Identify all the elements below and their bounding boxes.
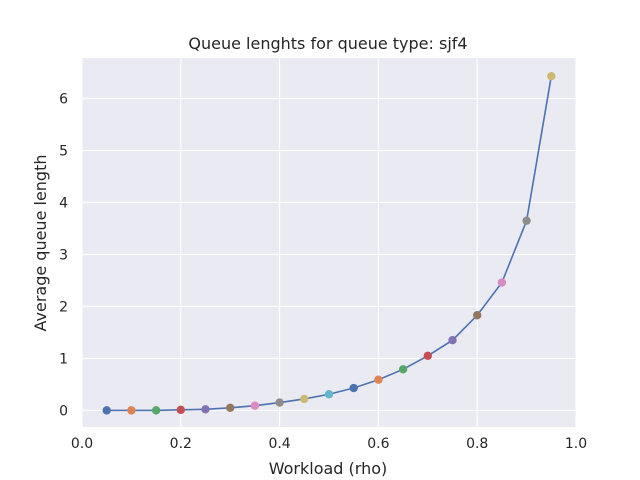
data-point — [102, 406, 111, 415]
data-point — [522, 216, 531, 225]
x-tick-labels: 0.0 0.2 0.4 0.6 0.8 1.0 — [71, 436, 587, 452]
y-tick-label: 4 — [59, 195, 68, 211]
data-point — [423, 351, 432, 360]
data-point — [201, 405, 210, 414]
grid-lines — [81, 58, 577, 427]
data-point — [497, 278, 507, 287]
data-point — [398, 365, 408, 374]
y-tick-label: 2 — [59, 299, 68, 315]
plot-area — [82, 58, 576, 427]
y-tick-label: 0 — [59, 403, 68, 419]
x-tick-label: 0.0 — [71, 436, 93, 452]
y-tick-label: 3 — [59, 247, 68, 263]
data-point — [226, 403, 235, 412]
y-tick-label: 1 — [59, 351, 68, 367]
chart-title: Queue lenghts for queue type: sjf4 — [188, 34, 467, 53]
x-tick-label: 0.8 — [466, 436, 488, 452]
data-point — [300, 394, 309, 404]
x-tick-label: 1.0 — [565, 436, 587, 452]
y-tick-labels: 0 1 2 3 4 5 6 — [59, 92, 68, 420]
x-tick-label: 0.2 — [170, 436, 192, 452]
data-point — [349, 383, 358, 393]
data-points — [102, 71, 556, 415]
x-axis-label: Workload (rho) — [269, 459, 388, 478]
y-tick-label: 5 — [59, 144, 68, 160]
data-point — [547, 71, 556, 81]
data-point — [127, 406, 136, 415]
y-tick-label: 6 — [59, 92, 68, 108]
data-point — [448, 336, 457, 345]
data-point — [250, 401, 260, 410]
x-tick-label: 0.4 — [268, 436, 290, 452]
data-point — [176, 405, 185, 415]
y-axis-label: Average queue length — [31, 155, 50, 332]
data-point — [151, 406, 161, 415]
data-point — [275, 398, 284, 407]
x-tick-label: 0.6 — [367, 436, 389, 452]
data-point — [473, 311, 482, 320]
data-point — [374, 375, 383, 384]
data-point — [324, 390, 334, 399]
